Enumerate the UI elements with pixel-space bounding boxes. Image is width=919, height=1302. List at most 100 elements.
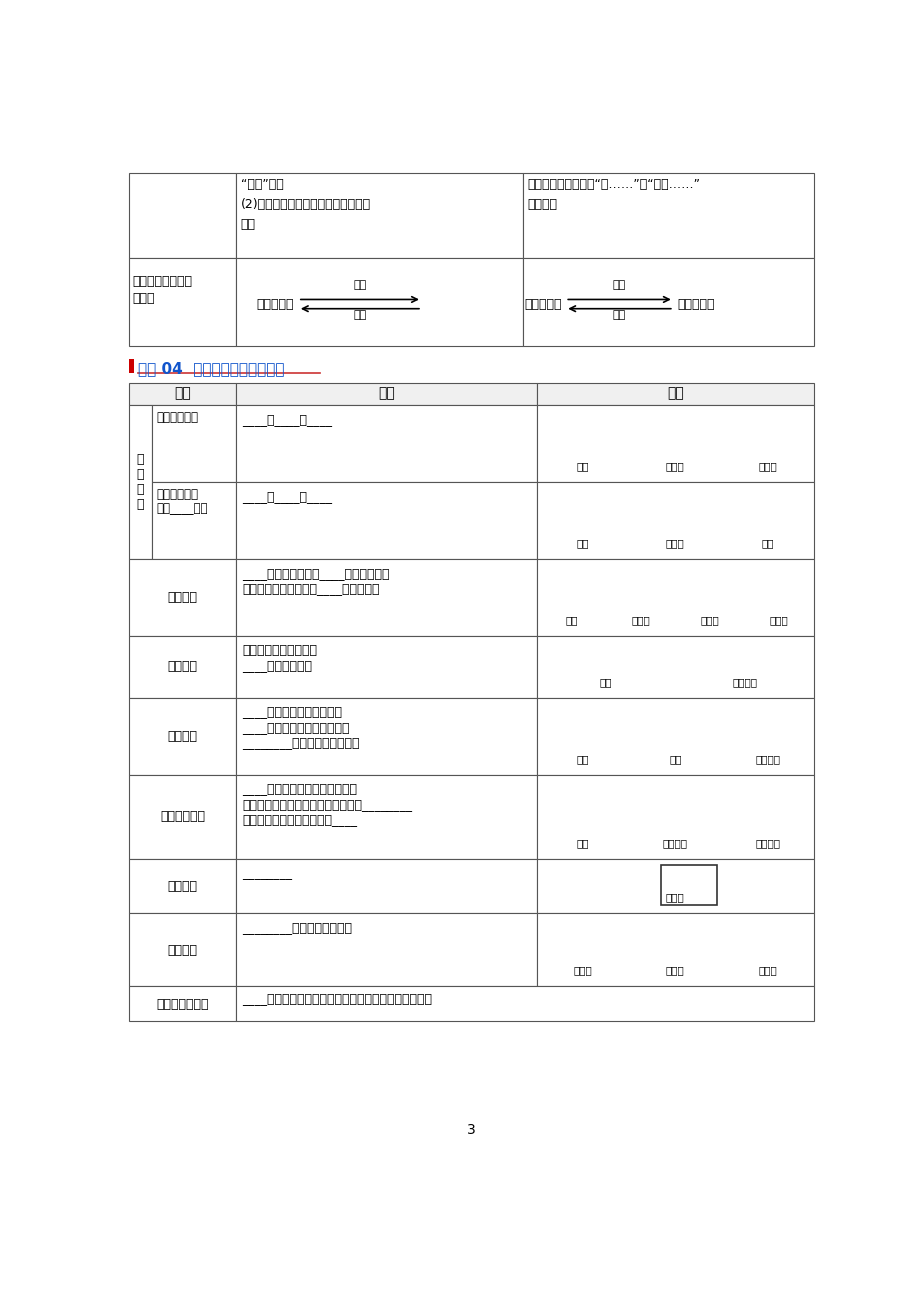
Bar <box>536 482 813 559</box>
Text: 滴瓶: 滴瓶 <box>564 615 577 625</box>
Text: ____、漏斗、温度计、滴瓶、集气瓶、广口瓶、细口瓶: ____、漏斗、温度计、滴瓶、集气瓶、广口瓶、细口瓶 <box>242 992 432 1005</box>
Text: ________: ________ <box>242 867 292 880</box>
Bar <box>235 405 536 482</box>
Text: 计量仪器: 计量仪器 <box>167 660 198 673</box>
Text: 物质的变化: 物质的变化 <box>256 298 294 311</box>
Text: 酒精灯: 酒精灯 <box>665 892 684 902</box>
Bar <box>152 405 235 482</box>
Text: 集气瓶: 集气瓶 <box>630 615 650 625</box>
Text: ____：取粉末或小颗状固体: ____：取粉末或小颗状固体 <box>242 706 342 719</box>
Bar <box>235 173 522 258</box>
Text: 3: 3 <box>467 1124 475 1137</box>
Text: ____：用作加液器和制作过滤器: ____：用作加液器和制作过滤器 <box>242 783 357 796</box>
Bar <box>522 173 813 258</box>
Text: ________、试管夹、坛埚酸: ________、试管夹、坛埚酸 <box>242 921 352 934</box>
Bar <box>235 859 536 913</box>
Bar <box>129 775 235 859</box>
Text: 分类: 分类 <box>174 387 190 401</box>
Text: 变化、性质和用途: 变化、性质和用途 <box>132 275 193 288</box>
Text: ____：取块状或较大颗粒固体: ____：取块状或较大颗粒固体 <box>242 720 349 733</box>
Text: 分液漏斗：可控制加液体的____: 分液漏斗：可控制加液体的____ <box>242 812 357 825</box>
Text: 决定: 决定 <box>353 310 366 320</box>
Text: 药匙: 药匙 <box>668 754 681 764</box>
Text: 名称: 名称 <box>378 387 394 401</box>
Text: 镇子: 镇子 <box>576 754 588 764</box>
Bar <box>129 405 152 559</box>
Bar <box>235 482 536 559</box>
Text: 能间接受热的: 能间接受热的 <box>156 488 198 501</box>
Text: 长颈漏斗: 长颈漏斗 <box>662 838 687 849</box>
Text: 添加液体仪器: 添加液体仪器 <box>160 810 205 823</box>
Bar <box>536 913 813 987</box>
Text: 试管: 试管 <box>576 461 588 471</box>
Text: 蒸发皿: 蒸发皿 <box>665 461 684 471</box>
Bar <box>235 775 536 859</box>
Text: 夹持仪器: 夹持仪器 <box>167 944 198 957</box>
Bar <box>536 859 813 913</box>
Text: 铁架台: 铁架台 <box>573 966 592 975</box>
Bar <box>129 987 235 1021</box>
Text: 量筒: 量筒 <box>599 677 611 686</box>
Text: 胶头滴管: 胶头滴管 <box>754 754 779 764</box>
Bar <box>129 559 235 635</box>
Text: 存放仪器: 存放仪器 <box>167 591 198 604</box>
Bar <box>129 173 235 258</box>
Text: 可直接受热的: 可直接受热的 <box>156 411 198 424</box>
Bar <box>235 383 536 405</box>
Bar <box>536 559 813 635</box>
Text: 分液漏斗: 分液漏斗 <box>754 838 779 849</box>
Text: 烧瓶: 烧瓶 <box>761 538 773 548</box>
Text: 烧杯: 烧杯 <box>576 538 588 548</box>
Bar <box>536 383 813 405</box>
Text: ________：取用少量液体药品: ________：取用少量液体药品 <box>242 736 359 749</box>
Text: 试管夹: 试管夹 <box>665 966 684 975</box>
Bar <box>129 258 235 346</box>
Bar <box>235 698 536 775</box>
Text: 坛埚酸: 坛埚酸 <box>757 966 777 975</box>
Bar <box>129 698 235 775</box>
Text: 燃烧匙: 燃烧匙 <box>757 461 777 471</box>
Bar <box>129 635 235 698</box>
Bar <box>129 383 235 405</box>
Text: 取用仪器: 取用仪器 <box>167 729 198 742</box>
Bar <box>129 359 134 374</box>
Text: 的关系: 的关系 <box>132 292 155 305</box>
Text: 漏斗: 漏斗 <box>576 838 588 849</box>
Text: 物质的性质: 物质的性质 <box>523 298 561 311</box>
Text: 细口瓶: 细口瓶 <box>769 615 788 625</box>
Bar <box>235 913 536 987</box>
Bar <box>522 258 813 346</box>
Text: 图示: 图示 <box>666 387 683 401</box>
Text: ____、____、____: ____、____、____ <box>242 490 332 503</box>
Text: (2)表示过程的词语，如：挥发、燃烧: (2)表示过程的词语，如：挥发、燃烧 <box>240 198 370 211</box>
Text: 不能加热的仪器: 不能加热的仪器 <box>156 997 209 1010</box>
Text: 托盘天平：称固体质量: 托盘天平：称固体质量 <box>242 643 317 656</box>
Text: 物败的用途: 物败的用途 <box>677 298 714 311</box>
Bar <box>536 698 813 775</box>
Text: 等说法。: 等说法。 <box>527 198 557 211</box>
Text: 反
应
容
器: 反 应 容 器 <box>137 453 144 510</box>
Text: 加热仪器: 加热仪器 <box>167 880 198 893</box>
Bar <box>235 987 813 1021</box>
Text: ____、____、____: ____、____、____ <box>242 413 332 426</box>
Bar <box>536 405 813 482</box>
Text: 等。: 等。 <box>240 217 255 230</box>
Text: “已经”等。: “已经”等。 <box>240 178 283 191</box>
Text: 决定: 决定 <box>612 280 626 290</box>
Text: ____瓶（装固体）、____瓶（装液体）: ____瓶（装固体）、____瓶（装液体） <box>242 566 389 579</box>
Bar <box>235 559 536 635</box>
Bar <box>129 859 235 913</box>
Bar <box>235 635 536 698</box>
Bar <box>536 775 813 859</box>
Text: 体现: 体现 <box>353 280 366 290</box>
Text: 托盘天平: 托盘天平 <box>732 677 756 686</box>
Text: 体现: 体现 <box>612 310 626 320</box>
Text: ____：量液体体积: ____：量液体体积 <box>242 659 312 672</box>
Text: 滴瓶（装少量液体）、____（装气体）: 滴瓶（装少量液体）、____（装气体） <box>242 582 380 595</box>
Bar <box>152 482 235 559</box>
Text: 广口瓶: 广口瓶 <box>700 615 719 625</box>
Bar <box>536 635 813 698</box>
Text: 长颈漏斗：添加液体试剂，下端伸入________: 长颈漏斗：添加液体试剂，下端伸入________ <box>242 798 412 811</box>
Text: 易、不会等，或者有“是……”、“具有……”: 易、不会等，或者有“是……”、“具有……” <box>527 178 699 191</box>
Bar <box>129 913 235 987</box>
